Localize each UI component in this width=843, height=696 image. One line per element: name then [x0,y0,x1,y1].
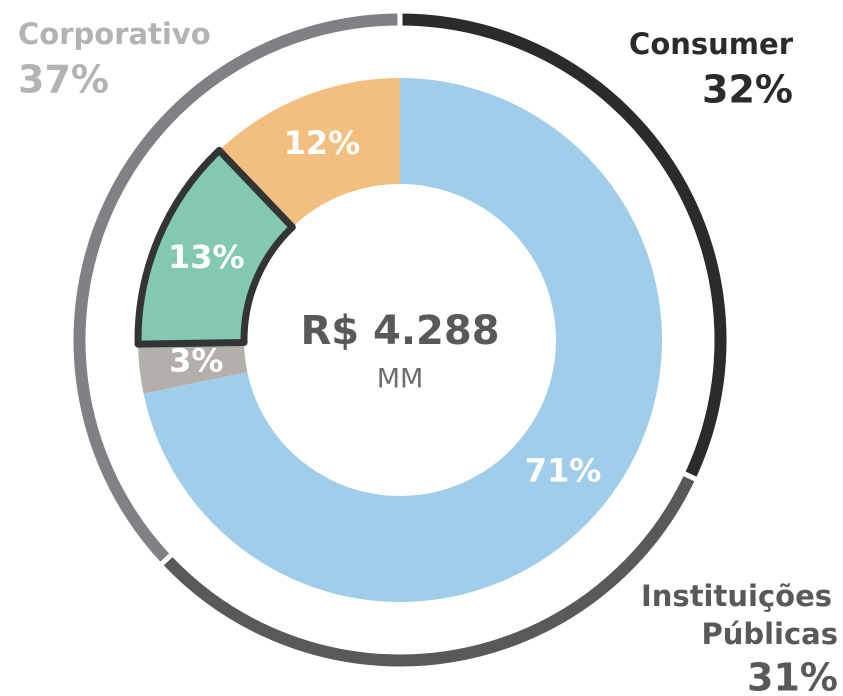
inner-segment-highlight [134,146,296,348]
donut [68,8,732,672]
outer-value-label: 31% [747,656,838,696]
inner-value-label: 3% [169,342,223,380]
outer-segment [68,8,403,569]
center-label: R$ 4.288 [300,308,499,354]
inner-segment [219,78,400,228]
inner-segment [138,342,248,394]
inner-value-label: 13% [168,238,245,276]
center-unit: MM [377,364,424,395]
outer-value-label: 37% [18,58,109,102]
outer-value-label: 32% [702,68,793,112]
inner-value-label: 71% [525,451,602,489]
outer-category-label: Corporativo [18,17,211,51]
outer-category-label: Instituições Públicas [641,579,838,651]
outer-category-label: Consumer [629,27,794,61]
inner-value-label: 12% [284,124,361,162]
inner-segment [143,78,662,602]
